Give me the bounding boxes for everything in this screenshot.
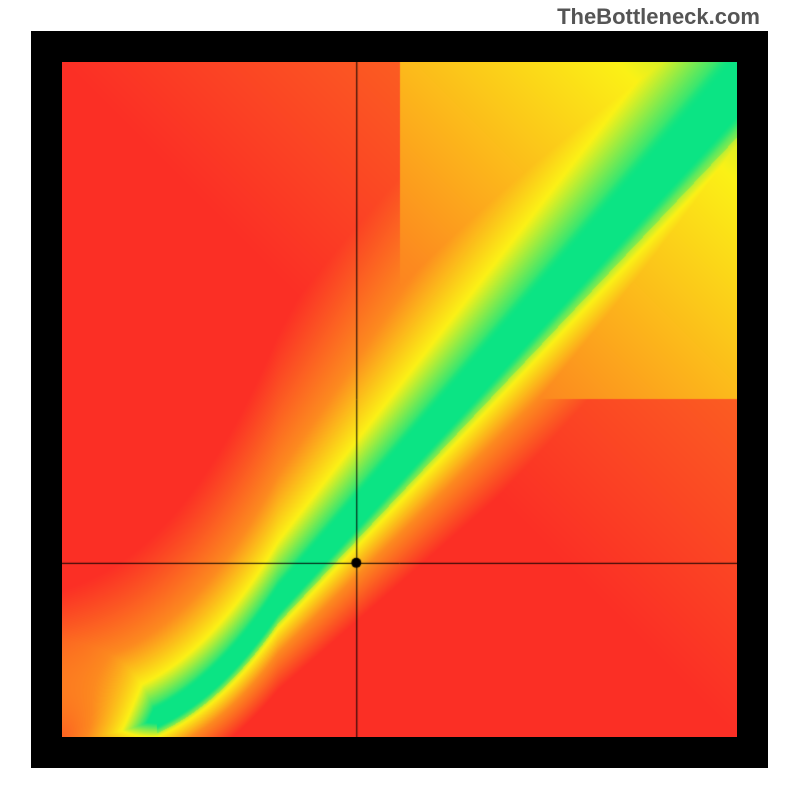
chart-frame — [31, 31, 768, 768]
crosshair-overlay — [62, 62, 737, 737]
chart-container: TheBottleneck.com — [0, 0, 800, 800]
watermark-text: TheBottleneck.com — [557, 4, 760, 30]
